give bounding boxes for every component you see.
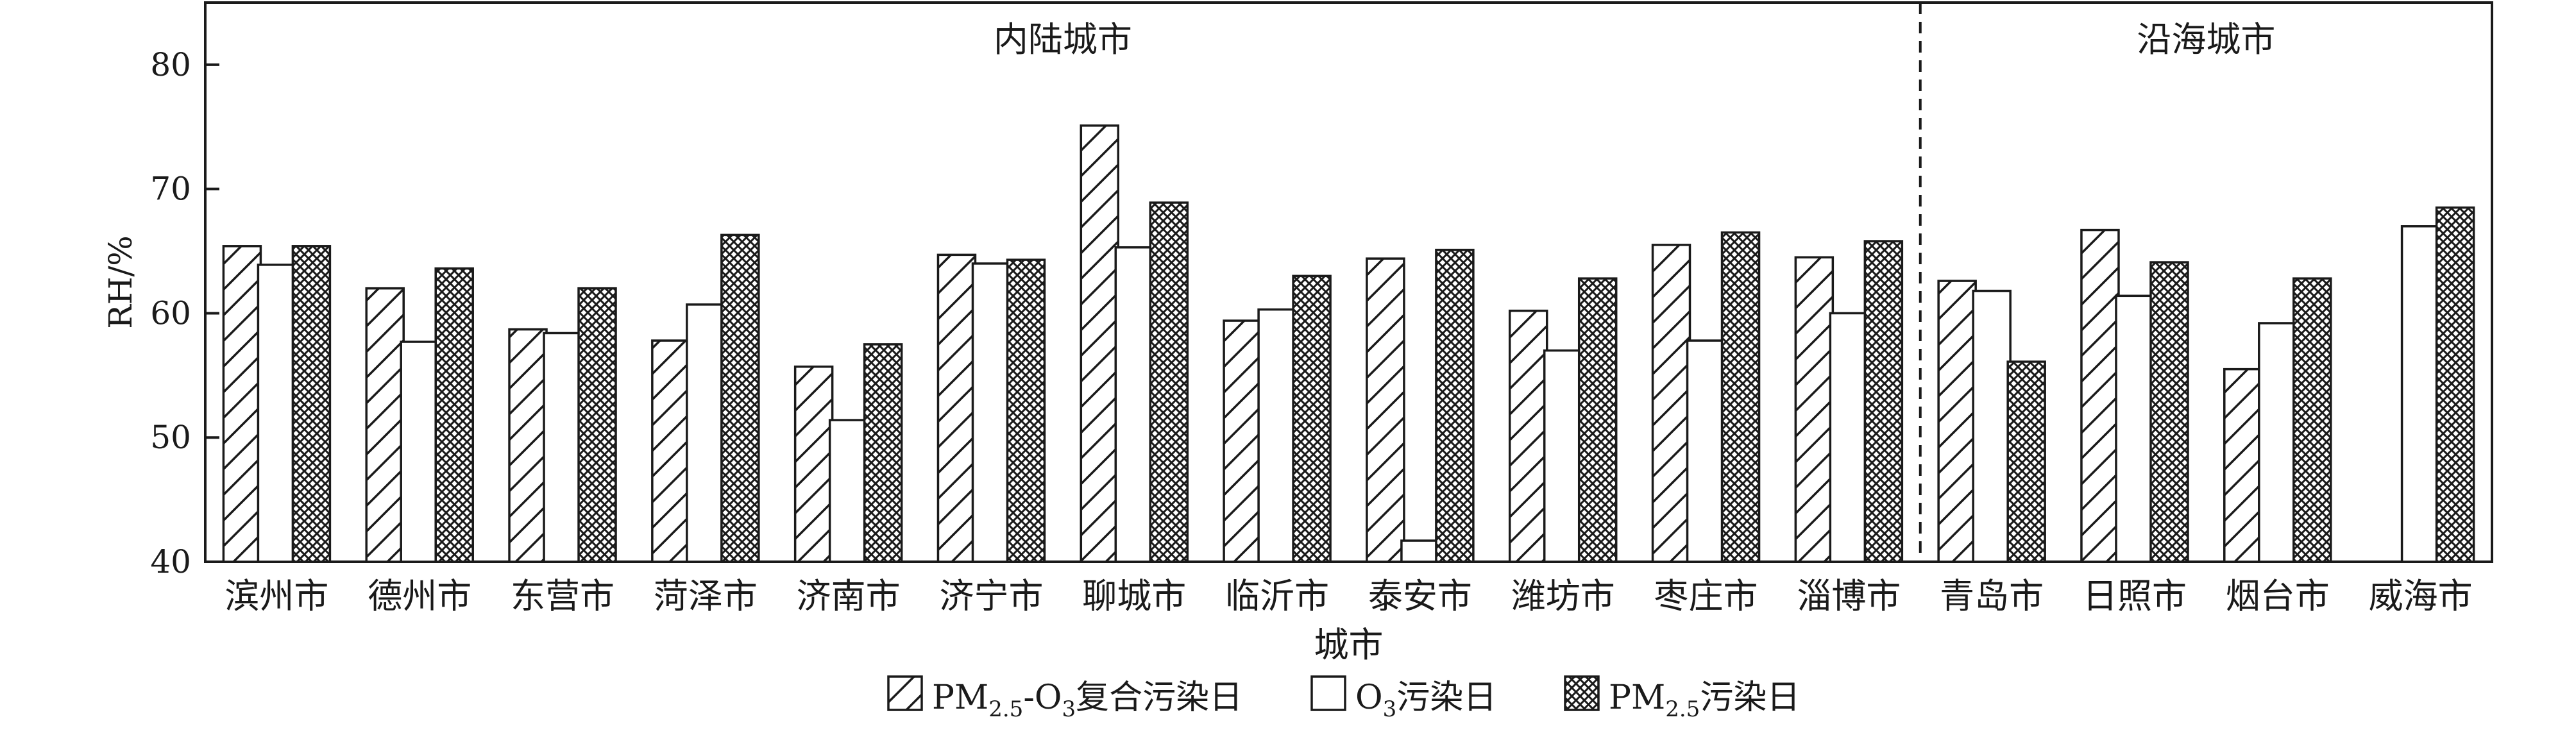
bar-crosshatch bbox=[577, 287, 617, 563]
x-tick-label: 潍坊市 bbox=[1511, 576, 1615, 616]
legend-subscript: 3 bbox=[1062, 696, 1076, 722]
bar-crosshatch bbox=[434, 267, 474, 563]
legend-label: O3污染日 bbox=[1355, 678, 1496, 722]
bar-empty bbox=[1543, 349, 1583, 563]
legend-text: -O bbox=[1023, 678, 1062, 717]
plot-area: 40 50 60 70 80 RH/% 滨州市 德州市 东营市 菏泽市 济南市 济宁市 聊城市 临沂市 泰安… bbox=[102, 1, 2493, 665]
bar-empty bbox=[971, 262, 1012, 563]
bar-empty bbox=[828, 419, 869, 563]
bar-empty bbox=[2400, 225, 2441, 563]
bar-hatch bbox=[1223, 319, 1262, 563]
y-tick-label: 60 bbox=[150, 294, 191, 332]
bar-empty bbox=[1400, 539, 1440, 563]
x-tick-label: 聊城市 bbox=[1082, 576, 1186, 616]
bar-crosshatch bbox=[1006, 258, 1046, 563]
bar-empty bbox=[1114, 246, 1155, 563]
bar-empty bbox=[1972, 289, 2012, 563]
legend: PM2.5-O3复合污染日 O3污染日 PM2.5污染日 bbox=[887, 675, 1800, 722]
legend-subscript: 2.5 bbox=[1665, 696, 1700, 722]
bar-hatch bbox=[1366, 257, 1405, 563]
bar-crosshatch bbox=[2292, 277, 2332, 563]
legend-text: O bbox=[1355, 678, 1383, 717]
bar-hatch bbox=[365, 287, 405, 563]
y-tick-label: 80 bbox=[150, 46, 191, 83]
bar-crosshatch bbox=[1149, 201, 1189, 563]
x-tick-label: 东营市 bbox=[511, 576, 614, 616]
bar-empty bbox=[1686, 339, 1726, 563]
bar-hatch bbox=[936, 253, 977, 563]
bar-hatch bbox=[1937, 280, 1977, 563]
bar-crosshatch bbox=[720, 233, 760, 563]
x-tick-label: 日照市 bbox=[2083, 576, 2187, 616]
legend-text: 污染日 bbox=[1700, 678, 1800, 717]
legend-text: 复合污染日 bbox=[1076, 678, 1242, 717]
x-tick-label: 枣庄市 bbox=[1654, 576, 1758, 616]
y-tick-label: 40 bbox=[150, 543, 191, 580]
bar-empty bbox=[1829, 312, 1869, 563]
bar-empty bbox=[543, 332, 582, 563]
bar-empty bbox=[400, 341, 439, 563]
x-tick-label: 济宁市 bbox=[939, 576, 1043, 616]
x-tick-label: 济南市 bbox=[797, 576, 901, 616]
bar-empty bbox=[2115, 294, 2155, 563]
group-label: 内陆城市 bbox=[994, 19, 1132, 60]
bar-crosshatch bbox=[2006, 360, 2046, 563]
bar-crosshatch bbox=[1292, 274, 1332, 563]
legend-label: PM2.5-O3复合污染日 bbox=[932, 678, 1242, 722]
bar-hatch bbox=[1508, 309, 1548, 563]
group-label: 沿海城市 bbox=[2137, 19, 2275, 60]
bar-crosshatch bbox=[1577, 277, 1618, 563]
bar-hatch bbox=[1080, 124, 1120, 563]
plot-frame bbox=[204, 1, 2493, 563]
x-tick-label: 青岛市 bbox=[1940, 576, 2044, 616]
bar-hatch bbox=[2080, 228, 2120, 563]
x-tick-label: 淄博市 bbox=[1797, 576, 1901, 616]
bar-crosshatch bbox=[1863, 240, 1904, 563]
x-axis-label: 城市 bbox=[1314, 625, 1384, 665]
legend-swatch-hatch bbox=[887, 675, 923, 711]
x-tick-label: 滨州市 bbox=[225, 576, 328, 616]
y-tick-label: 70 bbox=[150, 171, 191, 208]
bar-empty bbox=[2258, 322, 2298, 563]
legend-swatch-empty bbox=[1310, 675, 1346, 711]
legend-text: PM bbox=[1609, 678, 1665, 717]
bar-crosshatch bbox=[1435, 248, 1475, 563]
bar-empty bbox=[257, 264, 297, 563]
bar-hatch bbox=[2223, 367, 2263, 563]
bar-crosshatch bbox=[1720, 231, 1761, 563]
bar-hatch bbox=[222, 245, 262, 563]
x-tick-label: 威海市 bbox=[2369, 576, 2473, 616]
bar-hatch bbox=[508, 328, 548, 563]
y-tick-label: 50 bbox=[150, 419, 191, 456]
bar-empty bbox=[1257, 308, 1297, 563]
x-tick-label: 临沂市 bbox=[1225, 576, 1329, 616]
x-tick-label: 菏泽市 bbox=[654, 576, 758, 616]
legend-subscript: 3 bbox=[1383, 696, 1397, 722]
bar-empty bbox=[686, 303, 725, 563]
legend-label: PM2.5污染日 bbox=[1609, 678, 1800, 722]
bar-hatch bbox=[651, 339, 691, 563]
bar-hatch bbox=[1651, 244, 1691, 563]
bar-crosshatch bbox=[291, 245, 332, 563]
bar-crosshatch bbox=[2149, 261, 2189, 563]
legend-swatch-crosshatch bbox=[1564, 675, 1600, 711]
legend-subscript: 2.5 bbox=[988, 696, 1023, 722]
x-tick-label: 泰安市 bbox=[1368, 576, 1472, 616]
bar-crosshatch bbox=[863, 343, 903, 563]
bar-hatch bbox=[793, 366, 834, 563]
x-tick-label: 德州市 bbox=[368, 576, 471, 616]
legend-text: 污染日 bbox=[1396, 678, 1496, 717]
bar-crosshatch bbox=[2435, 206, 2475, 563]
y-axis-label: RH/% bbox=[102, 235, 139, 329]
legend-text: PM bbox=[932, 678, 988, 717]
x-tick-label: 烟台市 bbox=[2226, 576, 2330, 616]
bar-hatch bbox=[1794, 256, 1835, 563]
